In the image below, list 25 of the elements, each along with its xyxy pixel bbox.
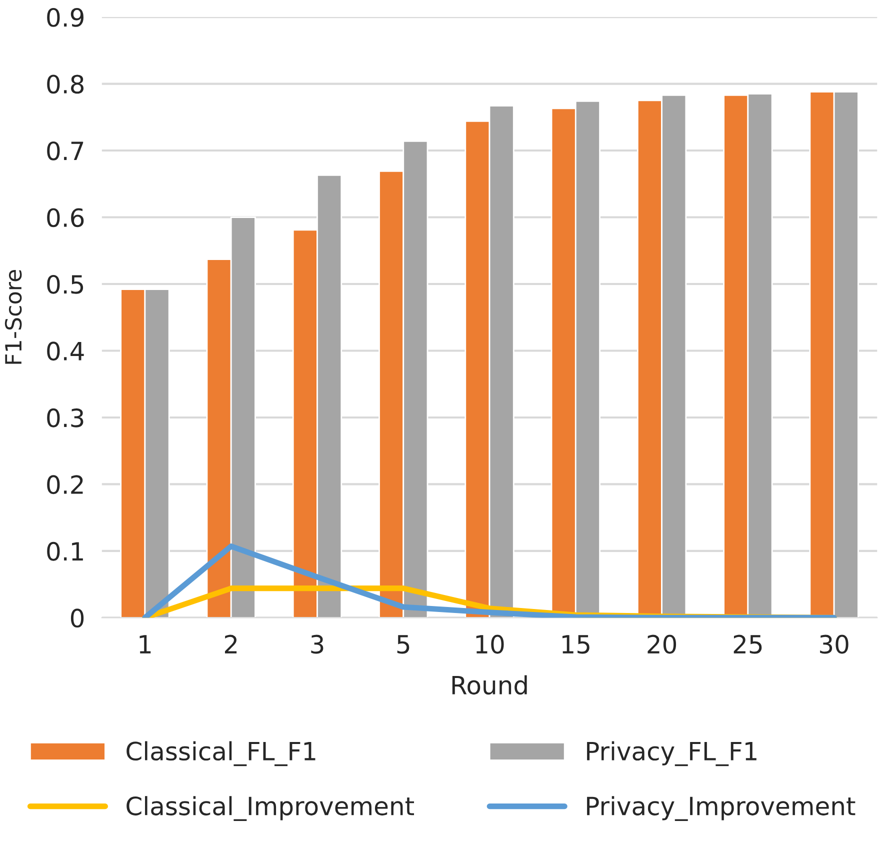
x-tick-label: 20 [648, 634, 676, 654]
legend-label: Classical_FL_F1 [126, 741, 316, 766]
y-tick-label: 0.4 [47, 342, 84, 361]
y-tick-label: 0.1 [47, 542, 83, 561]
y-tick-label: 0.9 [47, 8, 84, 27]
legend-label: Privacy_Improvement [587, 796, 856, 821]
x-tick-label: 1 [140, 635, 151, 654]
y-tick-label: 0 [70, 608, 84, 628]
x-tick-label: 2 [224, 634, 237, 654]
x-tick-label: 25 [734, 634, 762, 654]
y-tick-label: 0.7 [47, 141, 84, 160]
legend-label: Classical_Improvement [126, 796, 414, 821]
y-tick-label: 0.6 [47, 208, 84, 228]
x-tick-label: 3 [311, 634, 324, 654]
y-tick-label: 0.8 [47, 74, 84, 94]
legend-label: Privacy_FL_F1 [587, 741, 756, 766]
x-axis-title: Round [452, 675, 527, 695]
x-tick-label: 15 [562, 635, 590, 654]
y-tick-label: 0.2 [47, 475, 83, 494]
x-tick-label: 10 [476, 634, 504, 654]
y-tick-label: 0.5 [47, 274, 84, 294]
y-axis-title: F1-Score [4, 270, 22, 364]
y-tick-label: 0.3 [47, 408, 84, 428]
x-tick-label: 30 [820, 634, 848, 654]
x-tick-label: 5 [397, 635, 410, 654]
